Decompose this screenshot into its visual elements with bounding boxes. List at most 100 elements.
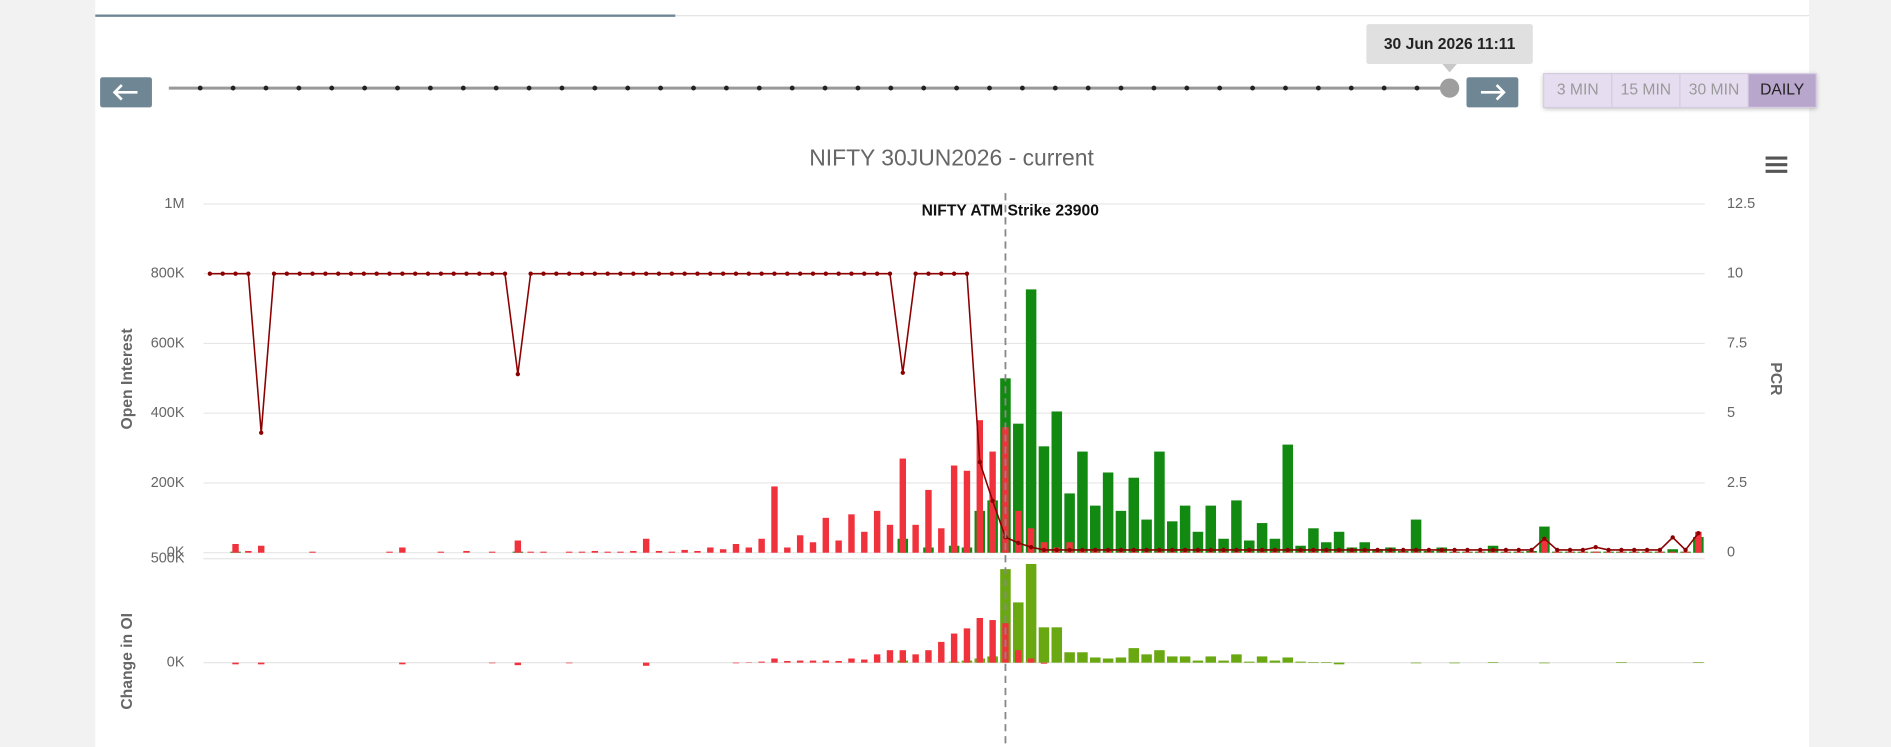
pcr-point [643, 271, 649, 276]
slider-dot[interactable] [526, 85, 532, 91]
pcr-point [541, 271, 546, 276]
pcr-point [1478, 547, 1483, 553]
slider-dot[interactable] [395, 85, 400, 91]
pcr-point [733, 271, 739, 276]
pcr-point [515, 371, 521, 377]
bar [1361, 551, 1368, 553]
slider-dot[interactable] [493, 85, 499, 91]
slider-dot[interactable] [592, 85, 598, 91]
slider-dot[interactable] [691, 85, 696, 91]
slider-dot[interactable] [1052, 85, 1058, 91]
pcr-point [669, 271, 674, 276]
pcr-point [1683, 547, 1688, 553]
bar [1693, 662, 1704, 663]
bar [1013, 423, 1024, 553]
slider-dot[interactable] [822, 85, 828, 91]
bar [1027, 528, 1035, 553]
slider-thumb[interactable] [1439, 78, 1460, 98]
bar [1515, 551, 1522, 553]
bar [1592, 551, 1599, 553]
slider-dot[interactable] [1283, 85, 1288, 91]
bar [1051, 627, 1063, 663]
pcr-point [900, 370, 905, 375]
bar [1539, 662, 1550, 664]
slider-dot[interactable] [362, 85, 368, 91]
bar [1333, 531, 1345, 553]
slider-dot[interactable] [855, 85, 861, 91]
pcr-point [1016, 540, 1021, 546]
y-axis-title: Change in OI [119, 613, 136, 710]
interval-button[interactable] [1747, 73, 1817, 109]
pcr-point [387, 271, 392, 276]
pcr-point [1105, 547, 1111, 553]
slider-dot[interactable] [756, 85, 762, 91]
pcr-point [1247, 547, 1252, 553]
slider-dot[interactable] [1184, 85, 1190, 91]
bar [1616, 662, 1627, 663]
slider-dot[interactable] [1381, 85, 1387, 91]
pcr-point [695, 271, 700, 276]
slider-dot[interactable] [1250, 85, 1256, 91]
pcr-point [631, 271, 636, 276]
bar [1243, 661, 1255, 663]
pcr-point [759, 271, 764, 276]
bar [245, 550, 252, 553]
slider-dot[interactable] [921, 85, 927, 91]
slider-dot[interactable] [888, 85, 894, 91]
slider-dot[interactable] [658, 85, 664, 91]
slider-dot[interactable] [1414, 85, 1420, 91]
pcr-point [823, 271, 828, 276]
interval-button[interactable] [1611, 73, 1681, 109]
pcr-point [797, 271, 803, 276]
slider-dot[interactable] [1151, 85, 1157, 91]
slider-dot[interactable] [1348, 85, 1354, 91]
slider-dot[interactable] [1019, 85, 1025, 91]
slider-dot[interactable] [1118, 85, 1124, 91]
slider-dot[interactable] [723, 85, 729, 91]
bar [630, 550, 637, 553]
slider-dot[interactable] [1217, 85, 1223, 91]
slider-dot[interactable] [1085, 85, 1091, 91]
bar [1528, 551, 1535, 553]
bar [848, 514, 855, 553]
slider-dot[interactable] [329, 85, 335, 91]
slider-dot[interactable] [987, 85, 992, 91]
menu-icon[interactable] [1765, 156, 1788, 173]
slider-dot[interactable] [230, 85, 236, 91]
bar [1015, 510, 1022, 553]
pcr-point [1157, 547, 1162, 553]
bar [1335, 551, 1343, 553]
slider-dot[interactable] [427, 85, 433, 91]
pcr-point [656, 271, 662, 276]
slider-dot[interactable] [559, 85, 565, 91]
pcr-point [682, 271, 687, 276]
slider-dot[interactable] [263, 85, 269, 91]
bar [1156, 551, 1163, 553]
slider-dot[interactable] [1315, 85, 1321, 91]
bar [1605, 551, 1612, 553]
slider-dot[interactable] [197, 85, 203, 91]
bar [1040, 662, 1048, 664]
bar [565, 662, 573, 664]
slider-dot[interactable] [954, 85, 960, 91]
slider-dot[interactable] [625, 85, 631, 91]
pcr-point [1555, 547, 1560, 553]
bar [1130, 551, 1137, 553]
slider-dot[interactable] [296, 85, 302, 91]
bar [861, 659, 868, 663]
bar [1323, 551, 1330, 553]
interval-button[interactable] [1679, 73, 1749, 109]
bar [1643, 551, 1651, 553]
interval-button[interactable] [1543, 73, 1613, 109]
bar [1015, 650, 1022, 663]
slider-dot[interactable] [789, 85, 795, 91]
pcr-point [1298, 547, 1303, 553]
prev-button[interactable] [100, 77, 152, 108]
pcr-point [1362, 547, 1367, 553]
pcr-point [913, 271, 918, 276]
pcr-point [1170, 547, 1175, 553]
plots: 0K200K400K600K800K1M02.557.51012.50K500K… [151, 193, 1755, 747]
bar [938, 528, 945, 553]
slider-dot[interactable] [460, 85, 466, 91]
next-button[interactable] [1466, 77, 1519, 108]
